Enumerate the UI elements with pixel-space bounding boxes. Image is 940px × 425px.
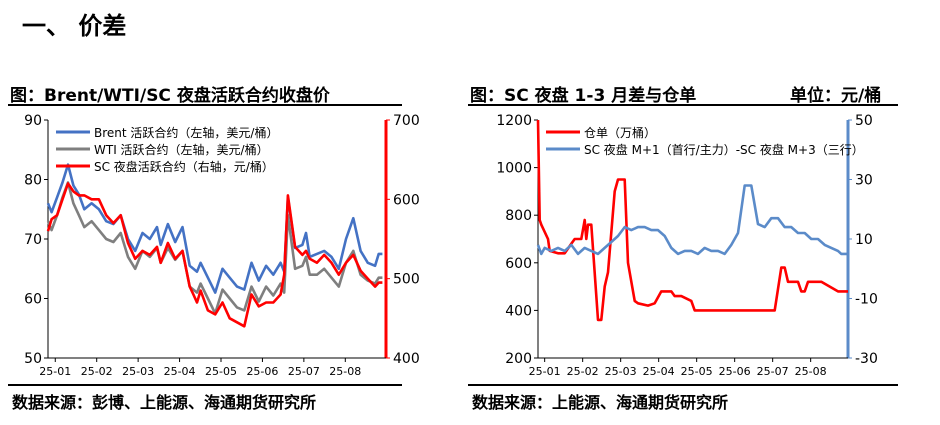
x-tick-label: 25-04 [643,365,675,376]
legend-label-brent: Brent 活跃合约（左轴，美元/桶） [94,125,278,140]
y-left-tick-label: 70 [24,232,42,248]
left-chart: 50 60 70 80 90 400 500 600 700 25-01 25-02 25-03 25-… [24,113,420,376]
y-left-tick-label: 400 [505,303,532,319]
series-line-sc [46,182,383,328]
legend-label-spread: SC 夜盘 M+1（首行/主力）-SC 夜盘 M+3（三行） [584,142,864,157]
x-tick-label: 25-06 [246,365,278,376]
y-right-tick-label: 700 [393,113,420,129]
right-chart-title: 图：SC 夜盘 1-3 月差与仓单 [470,86,697,106]
x-tick-label: 25-04 [164,365,196,376]
y-left-tick-label: 800 [505,208,532,224]
x-tick-label: 25-01 [529,365,561,376]
x-tick-label: 25-07 [757,365,789,376]
x-tick-label: 25-02 [81,365,113,376]
x-tick-label: 25-03 [605,365,637,376]
y-left-tick-label: 80 [24,173,42,189]
y-right-tick-label: -10 [855,292,878,308]
legend-label-sc: SC 夜盘活跃合约（右轴，元/桶） [94,159,274,174]
y-right-tick-label: 500 [393,272,420,288]
section-title: 一、 价差 [22,12,127,40]
x-tick-label: 25-01 [39,365,71,376]
y-left-tick-label: 50 [24,351,42,367]
x-tick-label: 25-02 [567,365,599,376]
y-right-tick-label: 600 [393,192,420,208]
y-left-tick-label: 60 [24,292,42,308]
left-chart-source: 数据来源：彭博、上能源、海通期货研究所 [12,393,317,412]
right-fig-bottom-rule [468,384,898,386]
series-line-wti [46,181,383,315]
x-tick-label: 25-07 [288,365,320,376]
y-right-tick-label: 30 [855,173,873,189]
legend-label-warehouse: 仓单（万桶） [584,125,656,140]
x-tick-label: 25-03 [122,365,154,376]
right-fig-top-rule [468,104,898,106]
x-tick-label: 25-08 [795,365,827,376]
left-chart-title: 图：Brent/WTI/SC 夜盘活跃合约收盘价 [10,86,330,106]
x-tick-label: 25-05 [205,365,237,376]
y-right-tick-label: 400 [393,351,420,367]
x-tick-label: 25-08 [329,365,361,376]
y-right-tick-label: 10 [855,232,873,248]
y-right-tick-label: -30 [855,351,878,367]
series-line-brent [46,163,383,294]
series-line-spread [536,184,848,256]
y-left-tick-label: 600 [505,256,532,272]
series-line-warehouse [536,119,848,322]
x-tick-label: 25-06 [719,365,751,376]
right-chart: 200 400 600 800 1000 1200 -30 -10 10 30 50 25-01 25-… [496,113,878,376]
right-chart-unit: 单位：元/桶 [790,86,882,106]
y-left-tick-label: 1200 [496,113,532,129]
x-tick-label: 25-05 [681,365,713,376]
left-fig-top-rule [8,104,402,106]
y-left-tick-label: 200 [505,351,532,367]
right-chart-source: 数据来源：上能源、海通期货研究所 [472,393,729,412]
y-left-tick-label: 90 [24,113,42,129]
left-fig-bottom-rule [8,384,402,386]
y-right-tick-label: 50 [855,113,873,129]
y-left-tick-label: 1000 [496,161,532,177]
legend-label-wti: WTI 活跃合约（左轴，美元/桶） [94,142,269,157]
